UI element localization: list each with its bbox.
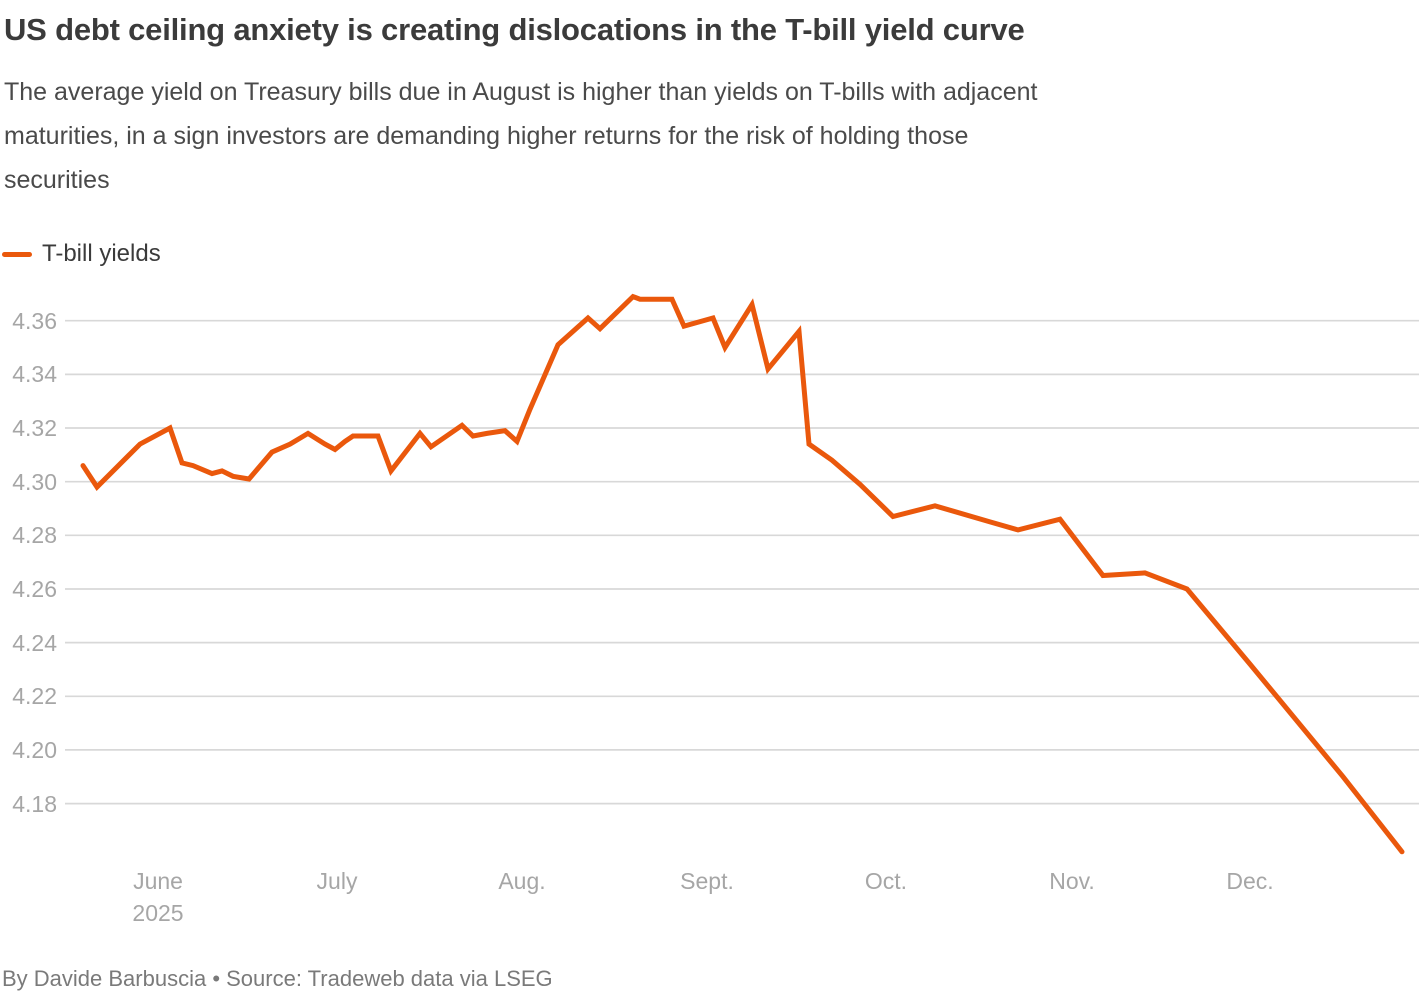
series-line-t-bill-yields: [80, 293, 1405, 855]
x-axis-tick-label: July: [316, 868, 358, 894]
chart-subtitle: The average yield on Treasury bills due …: [4, 70, 1394, 202]
subtitle-line: securities: [4, 166, 110, 194]
subtitle-line: The average yield on Treasury bills due …: [4, 78, 1038, 106]
y-axis-tick-label: 4.24: [12, 629, 57, 656]
chart-title: US debt ceiling anxiety is creating disl…: [4, 12, 1025, 47]
legend: T-bill yields: [2, 239, 161, 269]
x-axis-tick-label: Sept.: [680, 868, 734, 894]
x-axis-tick-label: June: [133, 868, 183, 894]
x-axis-tick-label: Oct.: [864, 868, 908, 894]
x-axis-tick-label: Aug.: [498, 868, 546, 894]
y-axis-tick-label: 4.28: [12, 522, 57, 549]
legend-line-swatch: [2, 251, 32, 257]
y-axis-tick-label: 4.26: [12, 575, 57, 602]
x-axis-tick-label: Dec.: [1226, 868, 1274, 894]
y-axis-tick-label: 4.30: [12, 468, 57, 495]
y-axis-tick-label: 4.32: [12, 415, 57, 441]
x-axis-year-label: 2025: [132, 900, 184, 926]
y-axis-tick-label: 4.20: [12, 736, 57, 763]
byline-source: By Davide Barbuscia • Source: Tradeweb d…: [2, 966, 553, 991]
x-axis-tick-label: Nov.: [1049, 868, 1095, 894]
legend-label: T-bill yields: [42, 240, 161, 267]
y-axis-tick-label: 4.18: [12, 790, 57, 817]
y-axis-tick-label: 4.22: [12, 683, 57, 710]
y-axis-tick-label: 4.34: [12, 361, 57, 388]
subtitle-line: maturities, in a sign investors are dema…: [4, 122, 969, 150]
y-axis-tick-label: 4.36: [12, 307, 57, 334]
